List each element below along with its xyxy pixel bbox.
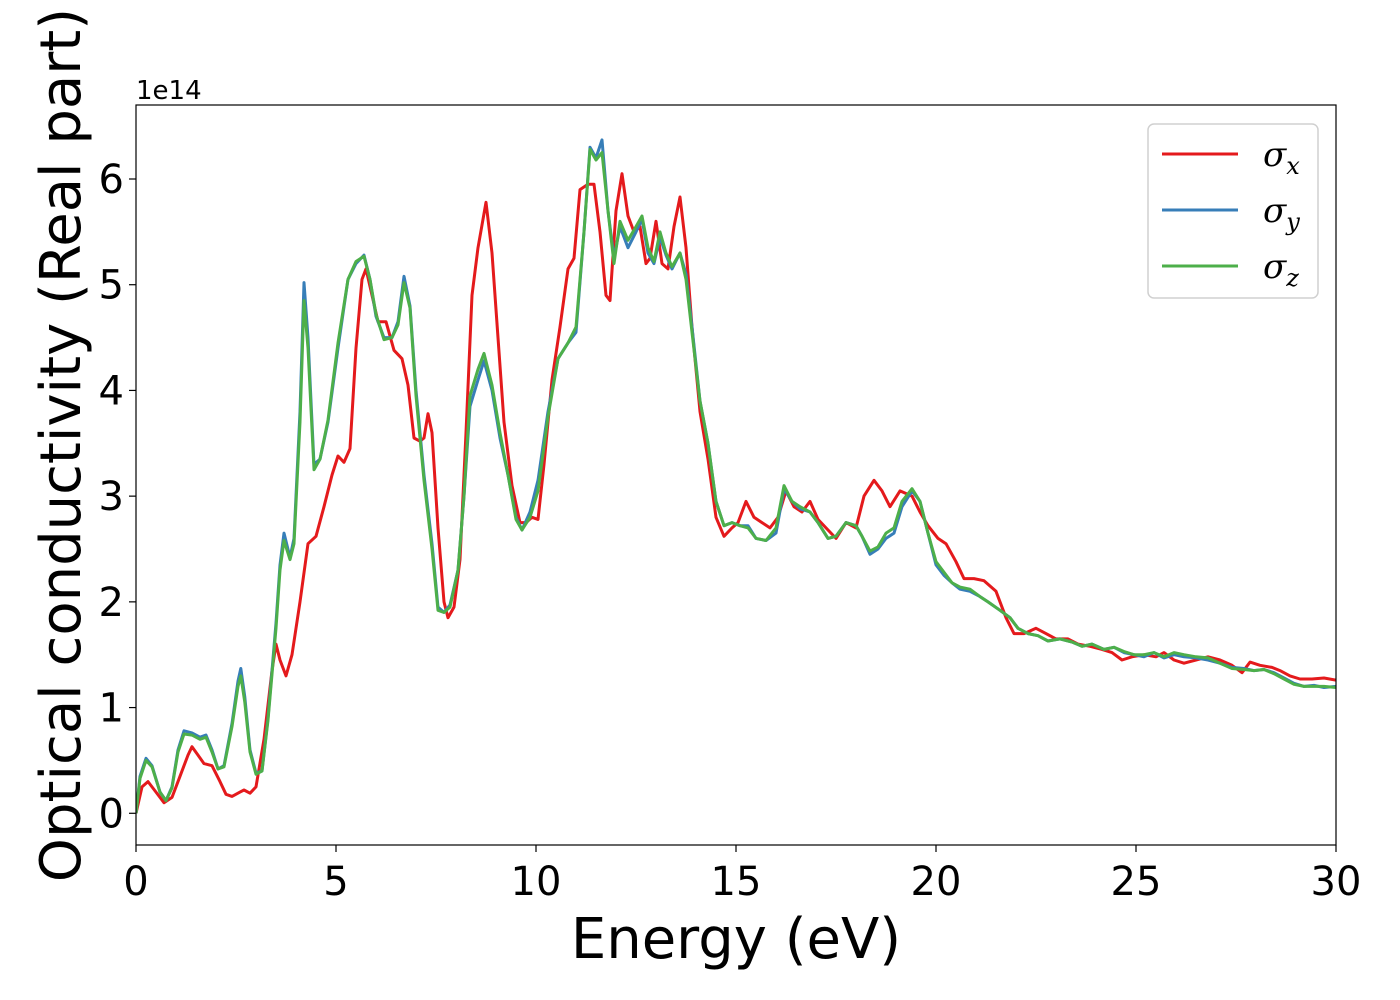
y-tick-label: 3	[99, 474, 124, 520]
y-axis-ticks: 0 1 2 3 4 5 6	[99, 157, 136, 837]
x-tick-label: 0	[123, 859, 148, 905]
plot-lines	[136, 138, 1336, 814]
y-tick-label: 1	[99, 686, 124, 732]
series-line-z	[136, 147, 1336, 814]
y-tick-label: 0	[99, 791, 124, 837]
x-tick-label: 20	[911, 859, 962, 905]
x-tick-label: 15	[711, 859, 762, 905]
legend-label-z: σz	[1263, 247, 1299, 292]
x-tick-label: 5	[323, 859, 348, 905]
y-tick-label: 4	[99, 368, 124, 414]
legend-label-y: σy	[1263, 191, 1300, 236]
y-axis-offset-label: 1e14	[136, 76, 202, 106]
y-axis-label: Optical conductivity (Real part)	[29, 8, 94, 882]
legend-label-x: σx	[1263, 135, 1300, 180]
legend: σx σy σz	[1147, 123, 1319, 299]
x-tick-label: 10	[511, 859, 562, 905]
x-axis-label: Energy (eV)	[571, 907, 901, 972]
y-tick-label: 5	[99, 263, 124, 309]
x-tick-label: 25	[1111, 859, 1162, 905]
x-tick-label: 30	[1311, 859, 1362, 905]
x-axis-ticks: 0 5 10 15 20 25 30	[123, 845, 1361, 905]
y-tick-label: 2	[99, 580, 124, 626]
y-tick-label: 6	[99, 157, 124, 203]
